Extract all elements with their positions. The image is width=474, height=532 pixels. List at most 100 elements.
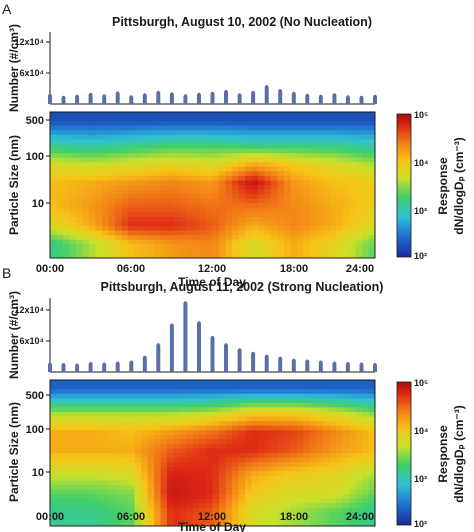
heatmap-cell: [355, 171, 363, 177]
heatmap-cell: [102, 166, 109, 172]
heatmap-cell: [82, 125, 90, 131]
heatmap-cell: [258, 430, 265, 436]
heatmap-cell: [251, 244, 259, 250]
heatmap-cell: [238, 180, 246, 186]
heatmap-cell: [297, 462, 304, 468]
heatmap-cell: [82, 221, 90, 227]
heatmap-cell: [134, 521, 142, 527]
heatmap-cell: [225, 230, 233, 236]
heatmap-cell: [82, 235, 90, 241]
heatmap-cell: [284, 134, 291, 140]
heatmap-cell: [193, 175, 200, 181]
heatmap-cell: [82, 253, 90, 259]
heatmap-cell: [342, 166, 350, 172]
heatmap-cell: [82, 430, 90, 436]
heatmap-cell: [154, 443, 161, 449]
heatmap-cell: [277, 203, 285, 209]
heatmap-cell: [82, 448, 90, 454]
heatmap-cell: [284, 230, 291, 236]
heatmap-cell: [290, 411, 298, 417]
heatmap-cell: [349, 134, 356, 140]
heatmap-cell: [134, 494, 142, 500]
heatmap-cell: [115, 416, 122, 422]
heatmap-cell: [258, 116, 265, 122]
heatmap-cell: [69, 226, 77, 232]
heatmap-cell: [225, 498, 233, 504]
heatmap-cell: [290, 194, 298, 200]
plot-frame: [49, 111, 376, 259]
heatmap-cell: [115, 480, 122, 486]
heatmap-cell: [336, 462, 343, 468]
heatmap-cell: [76, 253, 83, 259]
heatmap-cell: [160, 157, 168, 163]
heatmap-cell: [362, 235, 369, 241]
heatmap-cell: [69, 253, 77, 259]
heatmap-cell: [69, 175, 77, 181]
heatmap-cell: [277, 216, 285, 222]
heatmap-cell: [303, 180, 311, 186]
heatmap-cell: [206, 380, 213, 385]
heatmap-cell: [212, 162, 220, 168]
heatmap-cell: [89, 148, 96, 154]
heatmap-cell: [154, 112, 161, 117]
heatmap-cell: [355, 253, 363, 259]
heatmap-cell: [186, 407, 194, 413]
heatmap-cell: [297, 248, 304, 254]
heatmap-cell: [212, 121, 220, 127]
x-tick-label: 06:00: [117, 263, 145, 275]
heatmap-cell: [193, 443, 200, 449]
heatmap-cell: [297, 235, 304, 241]
heatmap-cell: [102, 121, 109, 127]
heatmap-cell: [121, 203, 129, 209]
heatmap-cell: [82, 230, 90, 236]
heatmap-cell: [102, 384, 109, 390]
heatmap-cell: [277, 185, 285, 190]
heatmap-cell: [160, 398, 168, 404]
heatmap-cell: [212, 411, 220, 417]
heatmap-cell: [193, 489, 200, 495]
heatmap-cell: [303, 503, 311, 509]
heatmap-cell: [271, 148, 278, 154]
heatmap-cell: [238, 253, 246, 259]
heatmap-cell: [160, 512, 168, 518]
heatmap-cell: [232, 384, 239, 390]
heatmap-cell: [76, 384, 83, 390]
heatmap-cell: [349, 230, 356, 236]
heatmap-cell: [232, 139, 239, 145]
heatmap-cell: [199, 239, 207, 245]
heatmap-cell: [336, 380, 343, 385]
heatmap-cell: [284, 489, 291, 495]
heatmap-cell: [154, 212, 161, 218]
heatmap-cell: [225, 384, 233, 390]
heatmap-cell: [180, 393, 187, 399]
heatmap-cell: [336, 393, 343, 399]
heatmap-cell: [336, 194, 343, 200]
heatmap-cell: [134, 139, 142, 145]
heatmap-cell: [225, 411, 233, 417]
heatmap-cell: [362, 480, 369, 486]
heatmap-cell: [56, 157, 64, 163]
heatmap-cell: [102, 393, 109, 399]
heatmap-cell: [355, 212, 363, 218]
x-tick-label: 00:00: [36, 511, 64, 523]
heatmap-cell: [290, 416, 298, 422]
heatmap-cell: [212, 171, 220, 177]
heatmap-cell: [180, 398, 187, 404]
heatmap-cell: [245, 393, 252, 399]
heatmap-cell: [284, 189, 291, 195]
heatmap-cell: [63, 462, 70, 468]
heatmap-cell: [251, 480, 259, 486]
heatmap-cell: [206, 121, 213, 127]
heatmap-cell: [219, 475, 226, 481]
heatmap-cell: [63, 448, 70, 454]
heatmap-cell: [232, 503, 239, 509]
heatmap-cell: [128, 198, 135, 204]
heatmap-cell: [173, 157, 181, 163]
heatmap-cell: [134, 402, 142, 408]
heatmap-cell: [147, 157, 155, 163]
heatmap-cell: [82, 516, 90, 522]
heatmap-cell: [186, 393, 194, 399]
heatmap-cell: [154, 457, 161, 463]
number-point: [156, 90, 160, 95]
heatmap-cell: [349, 389, 356, 395]
